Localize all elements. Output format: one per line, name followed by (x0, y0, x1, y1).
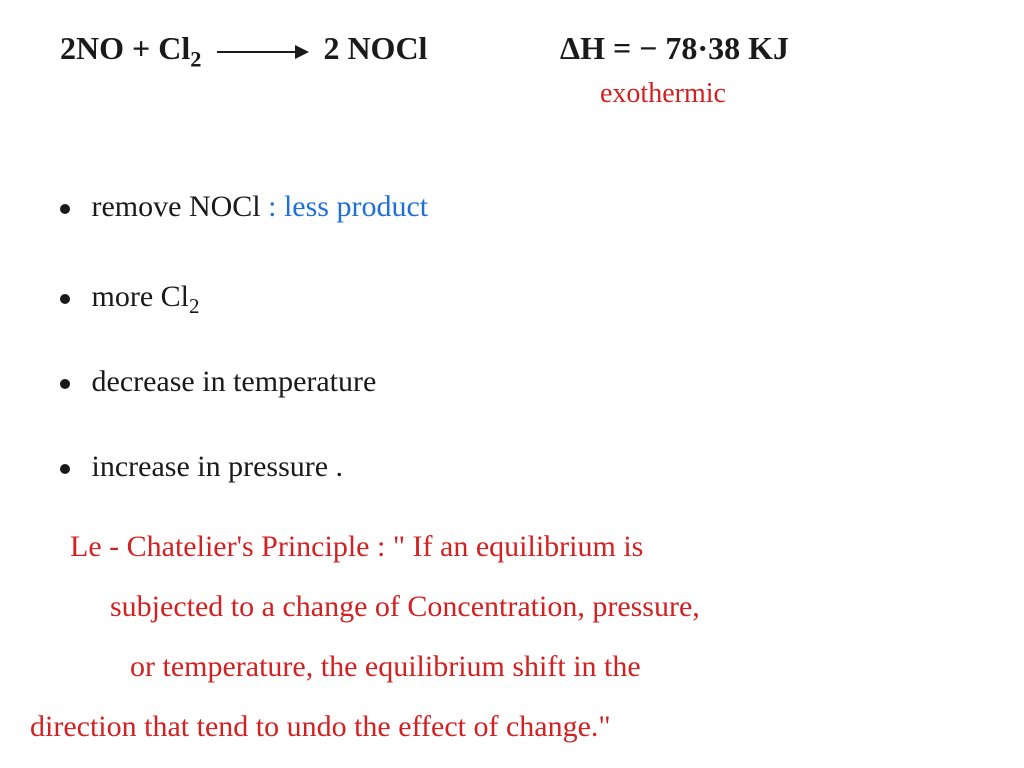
bullet-1-post: : less product (268, 190, 428, 223)
bullet-2: more Cl2 (60, 280, 200, 319)
equation-rhs-text: 2 NOCl (323, 30, 427, 66)
bullet-icon (60, 204, 70, 214)
bullet-3-pre: decrease in temperature (92, 365, 377, 398)
equation-lhs: 2NO + Cl2 2 NOCl (60, 30, 427, 72)
principle-quote1: " If an equilibrium is (393, 530, 644, 563)
bullet-3: decrease in temperature (60, 365, 376, 399)
bullet-2-sub: 2 (189, 294, 200, 318)
reaction-arrow-icon (217, 51, 307, 53)
principle-line4: direction that tend to undo the effect o… (30, 710, 611, 744)
bullet-4: increase in pressure . (60, 450, 343, 484)
principle-line1: Le - Chatelier's Principle : " If an equ… (70, 530, 643, 564)
exothermic-text: exothermic (600, 78, 726, 109)
principle-line3: or temperature, the equilibrium shift in… (130, 650, 641, 684)
bullet-icon (60, 294, 70, 304)
delta-h: ΔH = − 78·38 KJ (560, 30, 789, 67)
delta-h-text: ΔH = − 78·38 KJ (560, 30, 789, 66)
principle-line3-text: or temperature, the equilibrium shift in… (130, 650, 641, 683)
bullet-icon (60, 464, 70, 474)
principle-line2-text: subjected to a change of Concentration, … (110, 590, 700, 623)
bullet-2-pre: more Cl (92, 280, 190, 313)
principle-line2: subjected to a change of Concentration, … (110, 590, 700, 624)
principle-line4-text: direction that tend to undo the effect o… (30, 710, 611, 743)
bullet-1-pre: remove NOCl (92, 190, 261, 223)
bullet-1: remove NOCl : less product (60, 190, 428, 224)
bullet-4-pre: increase in pressure . (92, 450, 344, 483)
bullet-icon (60, 379, 70, 389)
equation-lhs-sub: 2 (190, 46, 201, 71)
exothermic-annotation: exothermic (600, 78, 726, 110)
equation-lhs-text: 2NO + Cl (60, 30, 190, 66)
principle-label: Le - Chatelier's Principle : (70, 530, 385, 563)
